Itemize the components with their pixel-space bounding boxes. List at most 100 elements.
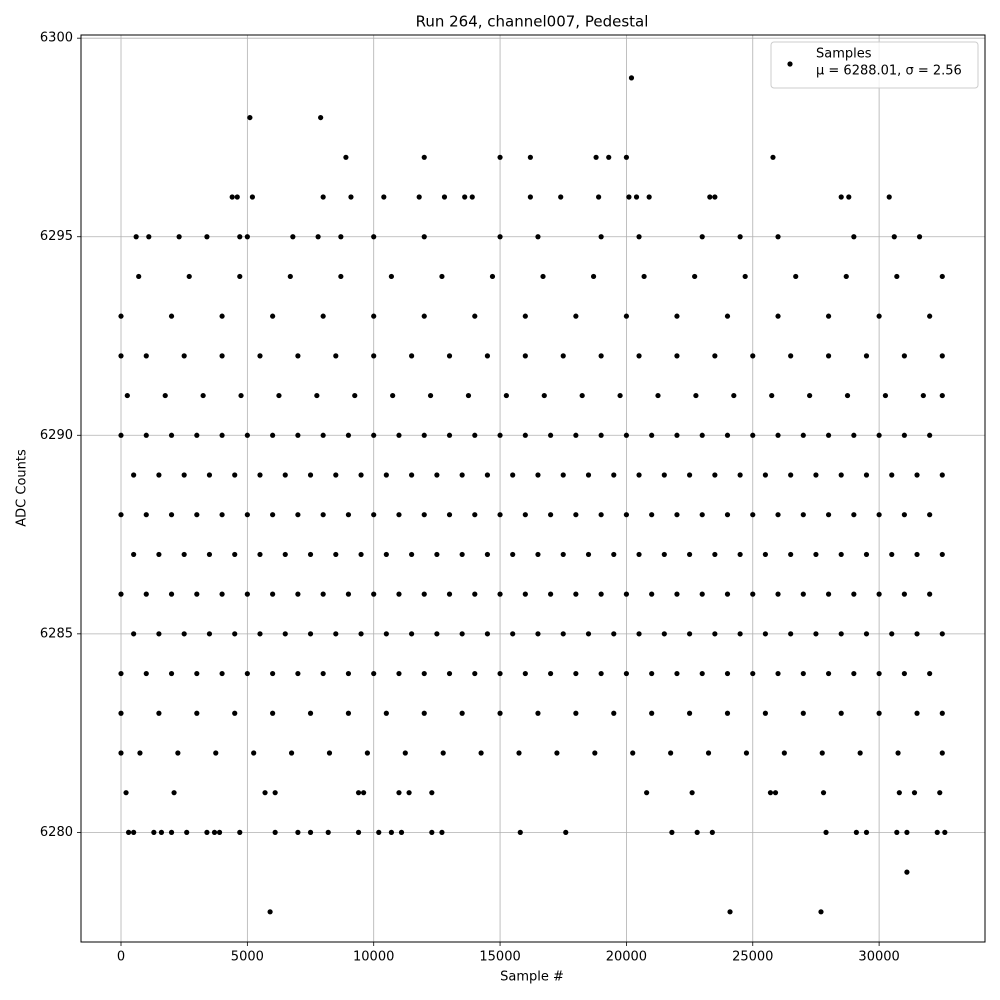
point	[194, 710, 200, 716]
point	[184, 829, 190, 835]
point	[712, 551, 718, 558]
point	[213, 750, 219, 756]
point	[251, 750, 257, 756]
point	[358, 551, 364, 558]
point	[838, 472, 844, 478]
point	[257, 631, 263, 637]
point	[497, 154, 503, 160]
point	[371, 353, 377, 359]
point	[813, 551, 819, 558]
point	[131, 829, 137, 835]
point	[270, 591, 276, 597]
point	[345, 591, 352, 597]
point	[398, 829, 405, 835]
point	[707, 194, 713, 200]
point	[916, 234, 923, 240]
point	[623, 512, 630, 518]
point	[270, 432, 276, 438]
point	[206, 472, 213, 478]
point	[522, 353, 528, 359]
point	[939, 353, 945, 359]
point	[649, 512, 655, 518]
point	[472, 313, 478, 319]
point	[686, 631, 693, 637]
point	[626, 194, 632, 200]
point	[216, 829, 223, 835]
point	[939, 273, 945, 280]
point	[527, 154, 533, 160]
point	[326, 750, 333, 756]
point	[598, 234, 604, 240]
point	[232, 710, 238, 716]
point	[237, 273, 243, 280]
point	[388, 273, 394, 280]
point	[668, 750, 674, 756]
point	[295, 670, 301, 677]
point	[371, 432, 377, 438]
point	[333, 631, 339, 637]
point	[775, 512, 781, 518]
point	[731, 392, 737, 399]
point	[911, 790, 918, 796]
y-tick-label: 6295	[40, 229, 73, 244]
point	[863, 631, 870, 637]
point	[118, 710, 124, 716]
point	[927, 512, 933, 518]
point	[288, 750, 295, 756]
point	[124, 392, 130, 399]
point	[939, 551, 945, 558]
y-tick-label: 6290	[40, 428, 73, 443]
point	[320, 512, 326, 518]
point	[901, 432, 907, 438]
point	[535, 472, 541, 478]
point	[439, 829, 445, 835]
point	[889, 551, 895, 558]
point	[472, 512, 478, 518]
point	[882, 392, 889, 399]
point	[649, 710, 655, 716]
point	[838, 194, 844, 200]
point	[788, 353, 794, 359]
point	[434, 551, 440, 558]
point	[788, 551, 794, 558]
point	[143, 670, 149, 677]
point	[497, 234, 503, 240]
point	[472, 591, 478, 597]
legend-label: μ = 6288.01, σ = 2.56	[816, 64, 962, 79]
point	[611, 631, 617, 637]
point	[590, 273, 597, 280]
point	[788, 472, 794, 478]
point	[320, 194, 326, 200]
point	[853, 829, 859, 835]
point	[762, 710, 768, 716]
point	[440, 750, 446, 756]
point	[402, 750, 408, 756]
point	[901, 670, 907, 677]
point	[219, 512, 225, 518]
point	[257, 353, 263, 359]
point	[699, 234, 705, 240]
point	[579, 392, 585, 399]
point	[699, 670, 705, 677]
point	[131, 472, 137, 478]
point	[168, 313, 175, 319]
point	[793, 273, 799, 280]
point	[674, 512, 680, 518]
point	[446, 591, 453, 597]
point	[939, 710, 945, 716]
point	[143, 512, 149, 518]
point	[146, 234, 152, 240]
point	[131, 551, 137, 558]
point	[421, 670, 427, 677]
point	[162, 392, 168, 399]
x-tick-label: 20000	[606, 950, 647, 965]
point	[204, 234, 210, 240]
point	[295, 512, 301, 518]
point	[171, 790, 177, 796]
point	[535, 710, 541, 716]
point	[270, 313, 276, 319]
point	[904, 829, 910, 835]
point	[825, 591, 832, 597]
legend-label: Samples	[816, 47, 872, 62]
point	[585, 631, 592, 637]
